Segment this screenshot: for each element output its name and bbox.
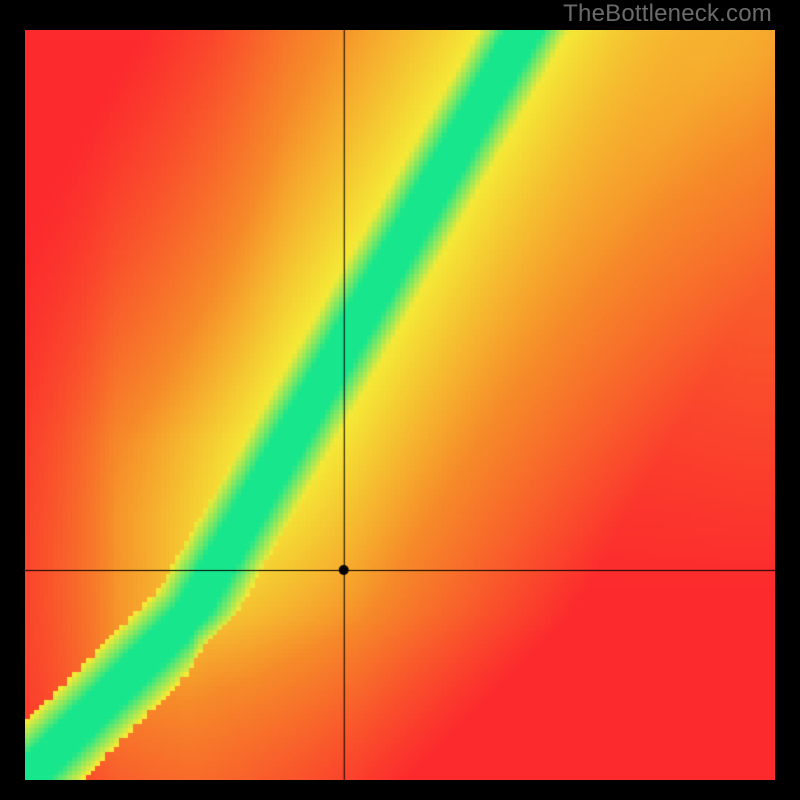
heatmap-canvas <box>25 30 775 780</box>
watermark-text: TheBottleneck.com <box>563 0 772 28</box>
chart-container: TheBottleneck.com <box>0 0 800 800</box>
